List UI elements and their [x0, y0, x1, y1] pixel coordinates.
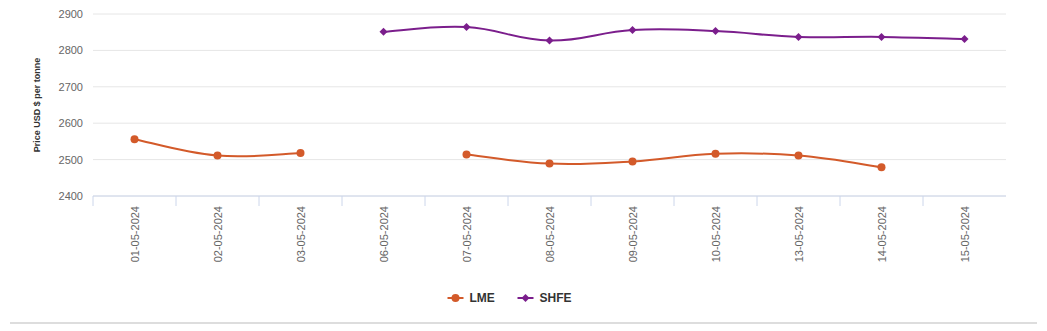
- y-tick-label: 2700: [59, 81, 83, 93]
- legend: LME SHFE: [448, 291, 572, 305]
- y-tick-label: 2400: [59, 190, 83, 202]
- grid-line: [93, 123, 1006, 124]
- x-tick-label: 03-05-2024: [295, 206, 307, 262]
- x-tick: [259, 196, 260, 206]
- data-point: [214, 152, 222, 160]
- series-line: [384, 27, 965, 41]
- x-tick: [93, 196, 94, 206]
- legend-label: SHFE: [540, 291, 572, 305]
- separator: [10, 323, 1037, 324]
- x-tick: [923, 196, 924, 206]
- y-tick-label: 2500: [59, 154, 83, 166]
- legend-marker: [522, 294, 530, 302]
- data-point: [463, 151, 471, 159]
- x-tick-label: 01-05-2024: [129, 206, 141, 262]
- data-point: [878, 33, 886, 41]
- series-line: [467, 153, 882, 167]
- x-tick-label: 02-05-2024: [212, 206, 224, 262]
- data-point: [463, 23, 471, 31]
- x-tick-label: 10-05-2024: [710, 206, 722, 262]
- x-tick-label: 06-05-2024: [378, 206, 390, 262]
- y-tick-label: 2600: [59, 117, 83, 129]
- data-point: [712, 150, 720, 158]
- grid-line: [93, 14, 1006, 15]
- x-tick: [840, 196, 841, 206]
- legend-marker: [452, 294, 460, 302]
- x-tick-label: 15-05-2024: [959, 206, 971, 262]
- data-point: [629, 26, 637, 34]
- x-tick-label: 14-05-2024: [876, 206, 888, 262]
- data-point: [795, 152, 803, 160]
- data-point: [546, 37, 554, 45]
- y-tick-label: 2800: [59, 44, 83, 56]
- data-point: [297, 149, 305, 157]
- x-tick: [508, 196, 509, 206]
- legend-label: LME: [470, 291, 495, 305]
- data-point: [878, 163, 886, 171]
- data-point: [131, 135, 139, 143]
- data-point: [712, 27, 720, 35]
- grid-line: [93, 50, 1006, 51]
- x-tick: [674, 196, 675, 206]
- data-point: [629, 157, 637, 165]
- chart: 2400 2500 2600 2700 2800 2900 Price USD $ per …: [0, 0, 1047, 331]
- x-tick: [342, 196, 343, 206]
- data-point: [795, 33, 803, 41]
- y-axis-label: Price USD $ per tonne: [32, 58, 42, 153]
- x-tick-label: 13-05-2024: [793, 206, 805, 262]
- x-tick-label: 07-05-2024: [461, 206, 473, 262]
- data-point: [546, 160, 554, 168]
- x-tick: [757, 196, 758, 206]
- x-tick-label: 08-05-2024: [544, 206, 556, 262]
- plot-area: [131, 23, 969, 171]
- data-point: [961, 35, 969, 43]
- data-point: [380, 28, 388, 36]
- x-tick: [591, 196, 592, 206]
- x-tick-label: 09-05-2024: [627, 206, 639, 262]
- grid-line: [93, 86, 1006, 87]
- x-tick: [425, 196, 426, 206]
- y-tick-label: 2900: [59, 8, 83, 20]
- grid-line: [93, 196, 1006, 197]
- x-tick: [176, 196, 177, 206]
- x-axis: [93, 196, 1006, 197]
